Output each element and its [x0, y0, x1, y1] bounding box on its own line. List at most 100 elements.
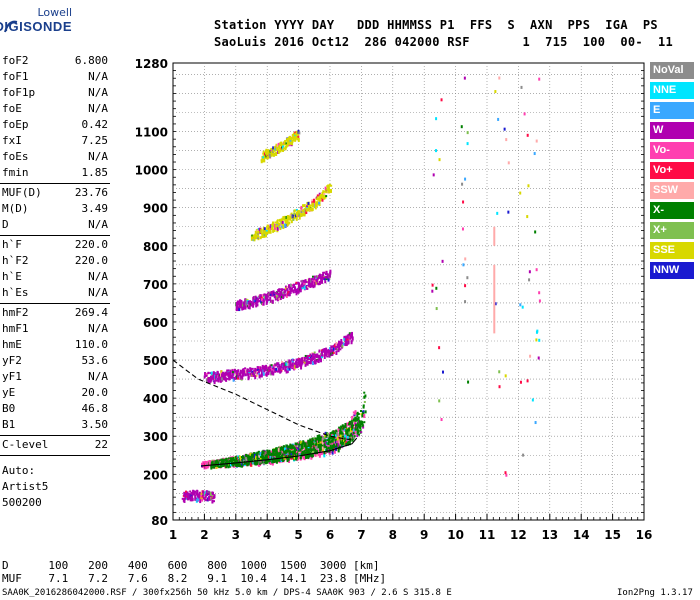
param-row: h`Es N/A	[2, 286, 108, 301]
echo-point	[231, 371, 234, 376]
echo-point	[356, 434, 359, 438]
x-tick-label: 15	[604, 528, 621, 542]
echo-point	[297, 135, 300, 139]
echo-point	[534, 230, 537, 234]
echo-point	[289, 443, 292, 447]
echo-point	[311, 454, 314, 458]
echo-point	[329, 444, 332, 448]
param-row: D N/A	[2, 218, 108, 233]
echo-point	[351, 415, 354, 418]
echo-point	[329, 440, 332, 444]
echo-point	[466, 276, 469, 280]
echo-point	[265, 229, 268, 232]
echo-point	[205, 373, 208, 377]
echo-point	[522, 453, 525, 457]
echo-point	[268, 458, 271, 463]
echo-point	[200, 494, 203, 498]
echo-point	[301, 452, 304, 457]
echo-point	[350, 335, 353, 339]
echo-point	[290, 141, 293, 145]
echo-point	[257, 369, 260, 372]
echo-point	[362, 405, 365, 409]
echo-point	[306, 361, 309, 366]
echo-point	[218, 463, 221, 468]
echo-point	[332, 347, 335, 351]
echo-point	[276, 450, 279, 455]
echo-point	[438, 158, 441, 162]
echo-point	[256, 303, 259, 307]
echo-point	[299, 448, 302, 451]
echo-point	[346, 341, 349, 344]
echo-point	[206, 378, 209, 383]
echo-point	[320, 358, 323, 363]
echo-point	[338, 441, 341, 444]
echo-point	[292, 359, 295, 362]
echo-point	[278, 297, 281, 301]
echo-point	[270, 147, 273, 150]
echo-point	[278, 364, 281, 369]
echo-point	[462, 200, 465, 204]
echo-point	[272, 371, 275, 375]
echo-point	[261, 232, 264, 235]
echo-point	[351, 424, 354, 427]
echo-point	[352, 411, 355, 414]
echo-point	[533, 152, 536, 156]
echo-point	[464, 284, 467, 288]
echo-point	[349, 427, 352, 432]
echo-point	[237, 300, 240, 305]
echo-point	[255, 452, 258, 455]
echo-point	[435, 149, 438, 153]
echo-point	[313, 275, 316, 279]
echo-point	[346, 433, 349, 437]
echo-point	[276, 219, 279, 222]
echo-point	[295, 453, 298, 456]
echo-point	[287, 449, 290, 452]
echo-point	[226, 464, 229, 467]
echo-point	[496, 211, 499, 215]
echo-point	[319, 274, 322, 278]
echo-point	[292, 218, 295, 221]
echo-point	[493, 226, 496, 246]
echo-point	[301, 282, 304, 285]
echo-point	[307, 444, 310, 448]
echo-point	[242, 456, 245, 459]
echo-point	[286, 222, 289, 226]
echo-point	[534, 421, 537, 425]
param-name: h`F2	[2, 254, 29, 267]
echo-point	[222, 376, 225, 380]
echo-point	[316, 454, 319, 457]
param-value: 220.0	[74, 238, 108, 251]
echo-point	[280, 288, 283, 292]
echo-point	[293, 210, 296, 213]
echo-point	[328, 450, 331, 453]
echo-point	[256, 451, 259, 455]
echo-point	[319, 353, 322, 356]
echo-point	[200, 492, 203, 495]
echo-point	[251, 234, 254, 239]
echo-point	[283, 292, 286, 296]
echo-point	[320, 437, 323, 441]
echo-point	[223, 460, 226, 464]
y-tick-label: 800	[143, 240, 168, 254]
param-row: foF2 6.800	[2, 54, 108, 69]
echo-point	[211, 461, 214, 466]
echo-point	[294, 137, 297, 142]
echo-point	[263, 234, 266, 237]
echo-point	[283, 291, 286, 294]
echo-point	[255, 454, 258, 457]
echo-point	[302, 445, 305, 449]
echo-point	[266, 371, 269, 375]
echo-point	[286, 286, 289, 291]
echo-point	[192, 491, 195, 496]
echo-point	[289, 214, 292, 217]
echo-point	[196, 492, 199, 497]
param-name: foF1	[2, 70, 29, 83]
echo-point	[316, 440, 319, 443]
echo-point	[268, 229, 271, 232]
echo-point	[289, 452, 292, 455]
echo-point	[297, 209, 300, 212]
echo-point	[266, 449, 269, 452]
param-name: yE	[2, 386, 16, 399]
echo-point	[290, 449, 293, 453]
echo-point	[308, 279, 311, 284]
